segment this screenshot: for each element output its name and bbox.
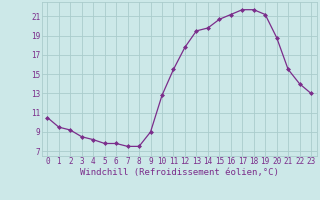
X-axis label: Windchill (Refroidissement éolien,°C): Windchill (Refroidissement éolien,°C) bbox=[80, 168, 279, 177]
